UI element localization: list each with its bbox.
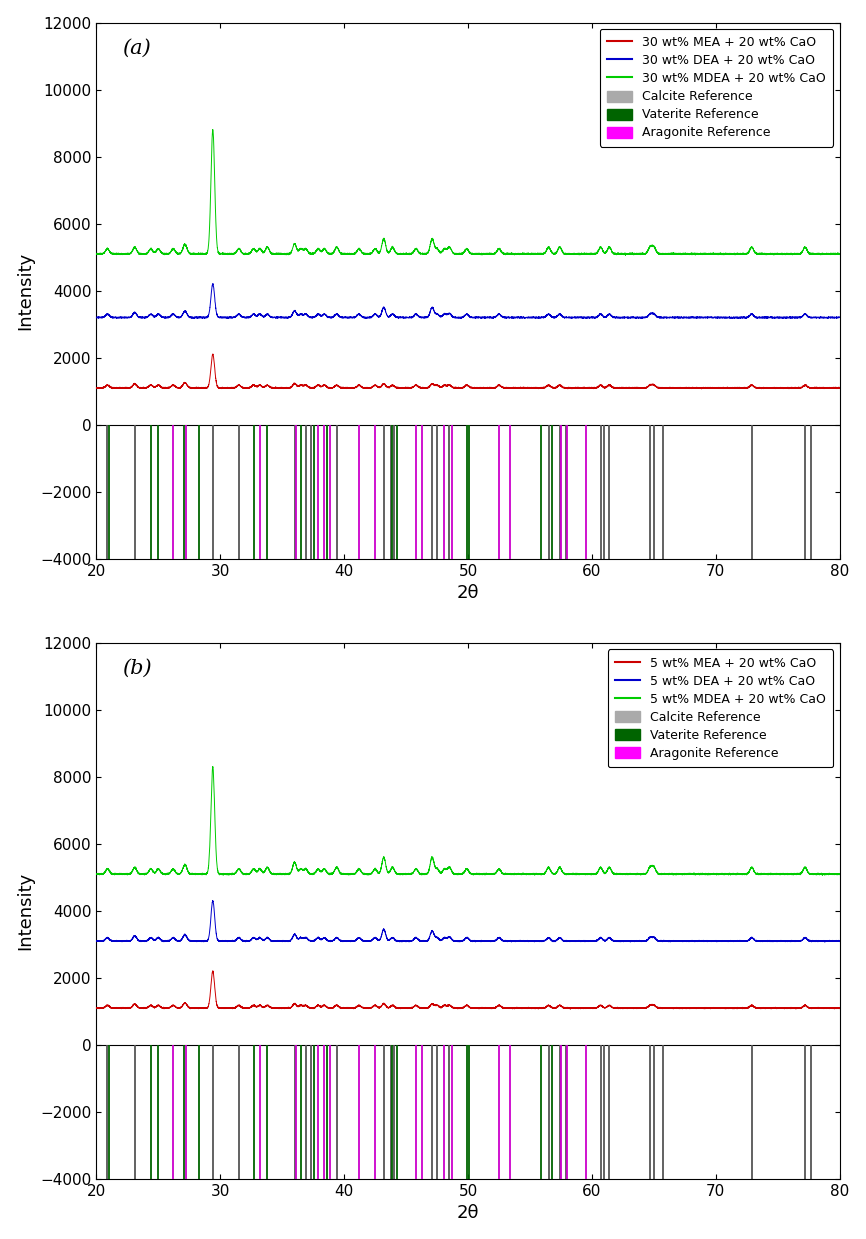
Text: (a): (a) [122,38,151,58]
Y-axis label: Intensity: Intensity [16,252,35,330]
Legend: 5 wt% MEA + 20 wt% CaO, 5 wt% DEA + 20 wt% CaO, 5 wt% MDEA + 20 wt% CaO, Calcite: 5 wt% MEA + 20 wt% CaO, 5 wt% DEA + 20 w… [608,649,833,767]
X-axis label: 2θ: 2θ [456,584,479,602]
X-axis label: 2θ: 2θ [456,1204,479,1223]
Legend: 30 wt% MEA + 20 wt% CaO, 30 wt% DEA + 20 wt% CaO, 30 wt% MDEA + 20 wt% CaO, Calc: 30 wt% MEA + 20 wt% CaO, 30 wt% DEA + 20… [600,28,833,147]
Y-axis label: Intensity: Intensity [16,872,35,950]
Text: (b): (b) [122,659,152,678]
